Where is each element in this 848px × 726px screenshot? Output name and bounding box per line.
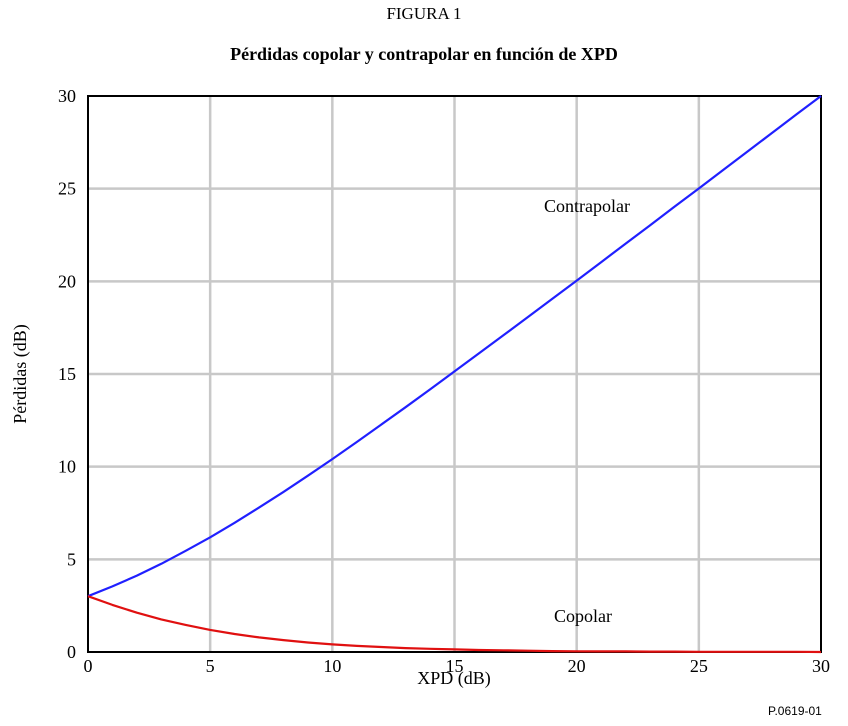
labels: XPD (dB) Pérdidas (dB) Contrapolar Copol… bbox=[10, 196, 630, 689]
figure-code: P.0619-01 bbox=[768, 704, 822, 718]
x-tick-label: 5 bbox=[206, 656, 215, 676]
y-tick-label: 10 bbox=[58, 457, 76, 477]
y-tick-label: 30 bbox=[58, 86, 76, 106]
chart-title: Pérdidas copolar y contrapolar en funció… bbox=[230, 44, 618, 64]
plot-frame bbox=[87, 95, 822, 653]
y-tick-label: 15 bbox=[58, 364, 76, 384]
tick-labels: 0 5 10 15 20 25 30 0 5 10 15 20 25 30 bbox=[58, 86, 830, 676]
series-label-contrapolar: Contrapolar bbox=[544, 196, 630, 216]
x-tick-label: 30 bbox=[812, 656, 830, 676]
y-tick-label: 0 bbox=[67, 642, 76, 662]
y-tick-label: 25 bbox=[58, 179, 76, 199]
series-label-copolar: Copolar bbox=[554, 606, 612, 626]
x-tick-label: 25 bbox=[690, 656, 708, 676]
series-line-contrapolar bbox=[87, 95, 822, 598]
y-tick-label: 5 bbox=[67, 549, 76, 569]
figure-label: FIGURA 1 bbox=[386, 4, 462, 23]
x-axis-label: XPD (dB) bbox=[417, 668, 491, 689]
x-tick-label: 10 bbox=[323, 656, 341, 676]
x-tick-label: 20 bbox=[568, 656, 586, 676]
x-tick-label: 15 bbox=[446, 656, 464, 676]
y-axis-label: Pérdidas (dB) bbox=[10, 324, 31, 423]
series-layer bbox=[87, 95, 822, 654]
y-tick-label: 20 bbox=[58, 271, 76, 291]
series-line-copolar bbox=[87, 595, 822, 654]
x-tick-label: 0 bbox=[84, 656, 93, 676]
